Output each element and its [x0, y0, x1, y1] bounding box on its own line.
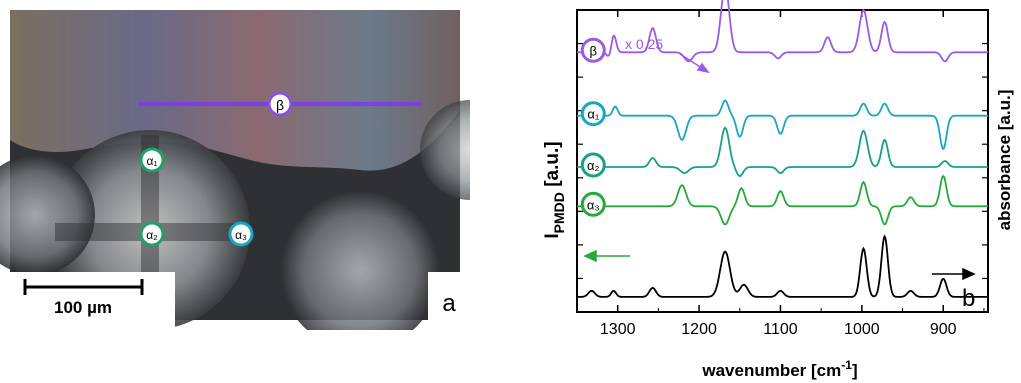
- svg-text:α₂: α₂: [146, 228, 158, 242]
- spherulite-top-right: [420, 100, 470, 200]
- spectrum-line-0: [577, 0, 988, 63]
- series-label-0: β: [580, 37, 606, 63]
- scale-note-arrow: [679, 53, 710, 74]
- spectrum-line-4: [577, 234, 988, 298]
- marker-alpha3: α₃: [228, 221, 254, 247]
- svg-text:α₃: α₃: [235, 228, 247, 242]
- marker-beta: β: [267, 91, 293, 117]
- spherulite-right: [280, 190, 440, 330]
- spectrum-line-1: [577, 99, 988, 151]
- left-axis-label: IPMDD [a.u.]: [542, 141, 567, 238]
- svg-text:α₂: α₂: [587, 158, 600, 173]
- x-tick-label-1200: 1200: [681, 321, 717, 338]
- right-axis-label: absorbance [a.u.]: [995, 90, 1014, 231]
- x-tick-label-1300: 1300: [600, 321, 636, 338]
- x-tick-label-1100: 1100: [763, 321, 798, 338]
- scale-bar-box: [10, 272, 175, 330]
- spectra-chart: 1300 1200 1100 1000 900 β α₁ α₂ α₃ IPMDD [a.u.]…: [542, 0, 1014, 380]
- spectrum-line-3: [577, 174, 988, 226]
- series-label-3: α₃: [580, 191, 606, 217]
- svg-text:β: β: [590, 43, 597, 58]
- spectrum-line-2: [577, 126, 988, 177]
- marker-alpha1: α₁: [139, 147, 165, 173]
- spherulite-left: [0, 155, 95, 275]
- x-axis-label: wavenumber [cm-1]: [701, 358, 857, 380]
- scale-bar-label: 100 µm: [54, 298, 112, 317]
- x-tick-label-1000: 1000: [844, 321, 880, 338]
- arrow-right-black: [932, 267, 976, 281]
- marker-alpha2: α₂: [139, 221, 165, 247]
- svg-text:β: β: [276, 97, 284, 113]
- svg-text:α₃: α₃: [587, 197, 600, 212]
- series-label-2: α₂: [580, 152, 606, 178]
- panel-label-box: [428, 272, 470, 330]
- beta-region: [10, 10, 460, 171]
- panel-label-a: a: [442, 290, 456, 317]
- svg-text:α₁: α₁: [587, 107, 600, 122]
- panel-label-b: b: [962, 285, 975, 312]
- series-label-1: α₁: [580, 101, 606, 127]
- x-tick-label-900: 900: [930, 321, 957, 338]
- micrograph-panel: 100 µm a β α₁ α₂ α₃: [0, 10, 470, 330]
- arrow-left-green: [583, 249, 630, 263]
- scale-note: x 0.25: [625, 36, 663, 52]
- svg-text:α₁: α₁: [147, 154, 158, 168]
- plot-frame-border: [576, 9, 989, 313]
